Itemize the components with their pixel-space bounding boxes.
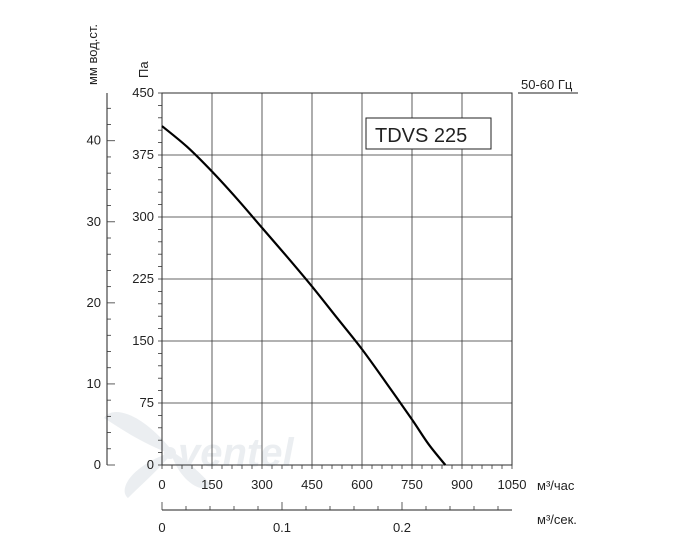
x-tick-label: 600 <box>351 477 373 492</box>
y2-axis-label: мм вод.ст. <box>85 24 100 85</box>
y-axis-label: Па <box>136 61 151 78</box>
y2-tick-label: 0 <box>94 457 101 472</box>
x2-axis-label: м³/сек. <box>537 512 577 527</box>
x-tick-label: 150 <box>201 477 223 492</box>
y-tick-label: 300 <box>132 209 154 224</box>
y-tick-label: 225 <box>132 271 154 286</box>
frequency-label: 50-60 Гц <box>521 77 573 92</box>
y2-tick-labels: 0 10 20 30 40 <box>87 107 115 472</box>
y-tick-label: 150 <box>132 333 154 348</box>
y2-tick-label: 30 <box>87 214 101 229</box>
y2-tick-label: 20 <box>87 295 101 310</box>
x2-tick-label: 0.2 <box>393 520 411 535</box>
x-tick-label: 900 <box>451 477 473 492</box>
fan-blades-icon <box>104 411 212 498</box>
ventel-logo-watermark: ventel <box>104 411 294 498</box>
x-axis-label: м³/час <box>537 478 575 493</box>
y-tick-label: 375 <box>132 147 154 162</box>
x-tick-label: 0 <box>158 477 165 492</box>
x-tick-label: 300 <box>251 477 273 492</box>
x2-tick-labels: 0 0.1 0.2 <box>158 502 499 535</box>
y-tick-labels: 0 75 150 225 300 375 450 <box>132 85 154 472</box>
y2-tick-label: 40 <box>87 133 101 148</box>
x-tick-label: 750 <box>401 477 423 492</box>
grid-lines <box>158 92 513 469</box>
y2-tick-label: 10 <box>87 376 101 391</box>
x-tick-label: 1050 <box>498 477 527 492</box>
x-tick-label: 450 <box>301 477 323 492</box>
model-box <box>365 117 492 150</box>
x2-tick-label: 0.1 <box>273 520 291 535</box>
watermark-text: ventel <box>178 431 294 475</box>
x-tick-labels: 0 150 300 450 600 750 900 1050 <box>158 477 526 492</box>
y-tick-label: 0 <box>147 457 154 472</box>
x2-tick-label: 0 <box>158 520 165 535</box>
model-label: TDVS 225 <box>375 125 467 147</box>
y-tick-label: 450 <box>132 85 154 100</box>
series-line <box>161 125 447 466</box>
y-tick-label: 75 <box>140 395 154 410</box>
